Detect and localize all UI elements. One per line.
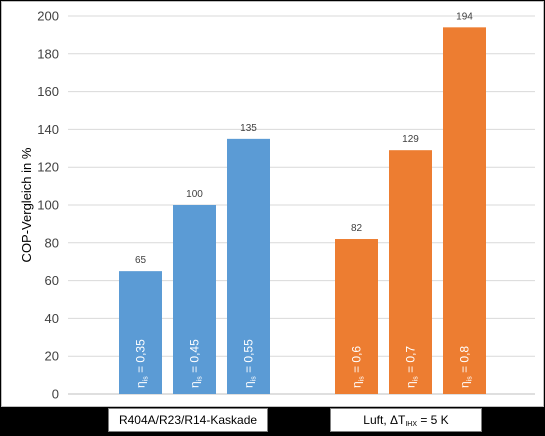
bar-inner-label: ηis = 0,7 xyxy=(404,346,420,388)
bar xyxy=(119,271,162,394)
group-label-air-sub: IHX xyxy=(405,421,417,428)
group-label-air-prefix: Luft, ΔT xyxy=(363,413,406,427)
y-tick-label: 180 xyxy=(37,46,59,61)
data-label: 82 xyxy=(351,223,363,234)
data-label: 65 xyxy=(135,255,147,266)
data-label: 135 xyxy=(240,123,257,134)
y-tick-label: 20 xyxy=(45,349,59,364)
bar-inner-label: ηis = 0,45 xyxy=(188,339,204,388)
group-label-air: Luft, ΔTIHX = 5 K xyxy=(330,408,482,432)
y-tick-label: 200 xyxy=(37,9,59,24)
y-tick-label: 80 xyxy=(45,235,59,250)
data-label: 129 xyxy=(402,134,419,145)
bar xyxy=(389,150,432,394)
bar-inner-label: ηis = 0,55 xyxy=(242,339,258,388)
data-label: 100 xyxy=(186,189,203,200)
bar-inner-label: ηis = 0,35 xyxy=(134,339,150,388)
y-tick-label: 100 xyxy=(37,198,59,213)
bar-inner-label: ηis = 0,8 xyxy=(458,346,474,388)
data-label: 194 xyxy=(456,11,473,22)
bar xyxy=(227,138,270,394)
group-label-cascade: R404A/R23/R14-Kaskade xyxy=(108,408,268,432)
y-tick-label: 140 xyxy=(37,122,59,137)
y-tick-label: 160 xyxy=(37,84,59,99)
y-axis-label: COP-Vergleich in % xyxy=(19,147,34,262)
group-label-air-suffix: = 5 K xyxy=(417,413,449,427)
y-tick-label: 60 xyxy=(45,273,59,288)
bar xyxy=(335,239,378,394)
bar xyxy=(443,27,486,395)
y-tick-label: 0 xyxy=(52,387,59,402)
y-tick-label: 120 xyxy=(37,160,59,175)
bar xyxy=(173,205,216,394)
y-tick-label: 40 xyxy=(45,311,59,326)
group-label-cascade-text: R404A/R23/R14-Kaskade xyxy=(118,413,258,427)
bar-inner-label: ηis = 0,6 xyxy=(350,346,366,388)
